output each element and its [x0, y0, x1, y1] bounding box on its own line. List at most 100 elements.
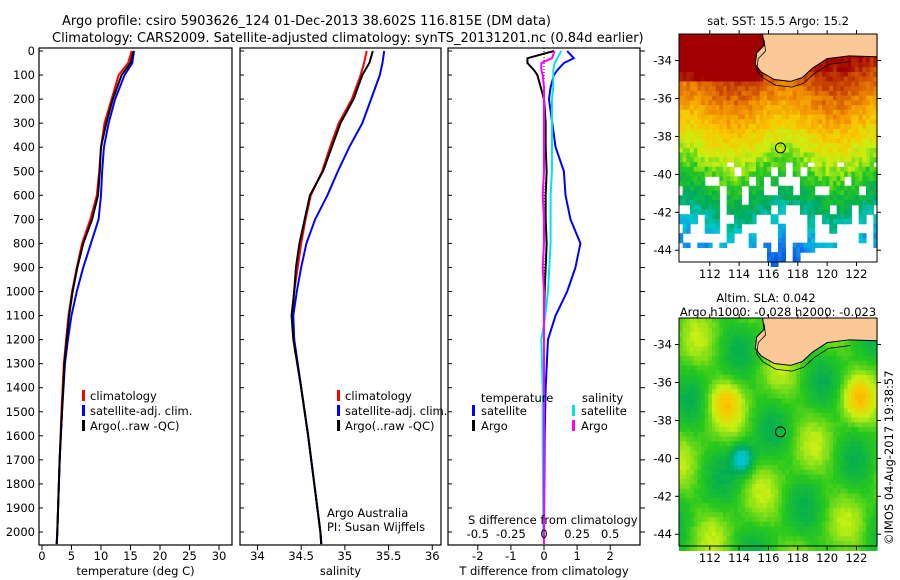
map-cell: [748, 100, 753, 106]
map-cell: [712, 62, 717, 68]
map-cell: [770, 90, 775, 97]
map-cell: [693, 498, 698, 504]
map-cell: [858, 469, 863, 476]
map-cell: [730, 195, 735, 201]
map-cell: [701, 355, 706, 362]
sla-map: 112 114 116 118 120 122-34-36-38-40-42-44Alti…: [653, 291, 881, 565]
map-cell: [833, 166, 838, 173]
map-cell: [723, 57, 728, 64]
map-cell: [712, 465, 717, 471]
map-cell: [851, 81, 856, 87]
map-cell: [825, 138, 830, 144]
map-cell: [829, 143, 834, 149]
map-cell: [789, 446, 794, 452]
map-cell: [679, 105, 684, 111]
map-cell: [712, 109, 717, 116]
map-cell: [847, 540, 852, 547]
map-cell: [723, 436, 728, 442]
map-cell: [833, 133, 838, 139]
map-cell: [778, 237, 783, 244]
map-cell: [679, 128, 684, 135]
map-cell: [833, 185, 838, 192]
map-cell: [836, 455, 841, 461]
map-cell: [723, 43, 728, 49]
map-cell: [715, 185, 720, 192]
map-cell: [858, 498, 863, 504]
map-cell: [756, 185, 761, 192]
map-cell: [778, 105, 783, 111]
map-cell: [811, 100, 816, 106]
x2-tick-label: 0: [540, 527, 547, 541]
map-cell: [807, 370, 812, 376]
map-cell: [855, 346, 860, 352]
map-cell: [869, 427, 874, 433]
map-cell: [862, 157, 867, 163]
map-cell: [781, 152, 786, 158]
map-cell: [833, 384, 838, 390]
map-cell: [822, 143, 827, 149]
map-cell: [682, 332, 687, 338]
map-cell: [818, 86, 823, 92]
map-cell: [818, 109, 823, 116]
map-cell: [748, 195, 753, 201]
map-cell: [789, 540, 794, 547]
map-cell: [752, 483, 757, 490]
map-cell: [811, 455, 816, 461]
map-cell: [770, 261, 775, 267]
map-cell: [855, 370, 860, 376]
map-cell: [708, 38, 713, 45]
map-cell: [682, 176, 687, 182]
map-cell: [719, 526, 724, 532]
sst-map: 112 114 116 118 120 122-34-36-38-40-42-44sat.…: [653, 14, 881, 281]
map-cell: [745, 398, 750, 404]
map-cell: [715, 95, 720, 101]
map-cell: [811, 171, 816, 177]
map-cell: [701, 517, 706, 523]
map-cell: [752, 318, 757, 324]
map-cell: [723, 336, 728, 343]
map-cell: [847, 166, 852, 173]
map-cell: [807, 436, 812, 442]
map-cell: [869, 346, 874, 352]
lon-tick-label: 118: [787, 267, 809, 281]
map-cell: [767, 455, 772, 461]
map-cell: [701, 38, 706, 45]
map-cell: [811, 479, 816, 485]
map-cell: [836, 100, 841, 106]
map-cell: [712, 422, 717, 428]
map-cell: [836, 90, 841, 97]
map-cell: [792, 531, 797, 537]
map-cell: [679, 517, 684, 523]
map-cell: [756, 67, 761, 73]
map-cell: [847, 346, 852, 352]
map-cell: [737, 488, 742, 495]
map-cell: [723, 166, 728, 173]
depth-tick-label: 800: [13, 236, 35, 250]
map-cell: [796, 517, 801, 523]
map-cell: [866, 166, 871, 173]
map-cell: [752, 526, 757, 532]
map-cell: [778, 252, 783, 258]
map-cell: [807, 133, 812, 139]
map-cell: [748, 143, 753, 149]
map-cell: [858, 76, 863, 83]
map-cell: [715, 71, 720, 78]
map-cell: [726, 133, 731, 139]
map-cell: [862, 531, 867, 537]
map-cell: [814, 95, 819, 101]
map-cell: [734, 90, 739, 97]
map-cell: [781, 393, 786, 400]
map-cell: [686, 408, 691, 414]
map-cell: [704, 540, 709, 547]
map-cell: [745, 417, 750, 423]
map-cell: [785, 185, 790, 192]
map-cell: [833, 483, 838, 490]
map-cell: [741, 95, 746, 101]
map-cell: [741, 204, 746, 211]
map-cell: [869, 209, 874, 215]
map-cell: [737, 38, 742, 45]
map-cell: [715, 493, 720, 499]
map-cell: [840, 446, 845, 452]
map-cell: [756, 531, 761, 537]
map-cell: [836, 531, 841, 537]
